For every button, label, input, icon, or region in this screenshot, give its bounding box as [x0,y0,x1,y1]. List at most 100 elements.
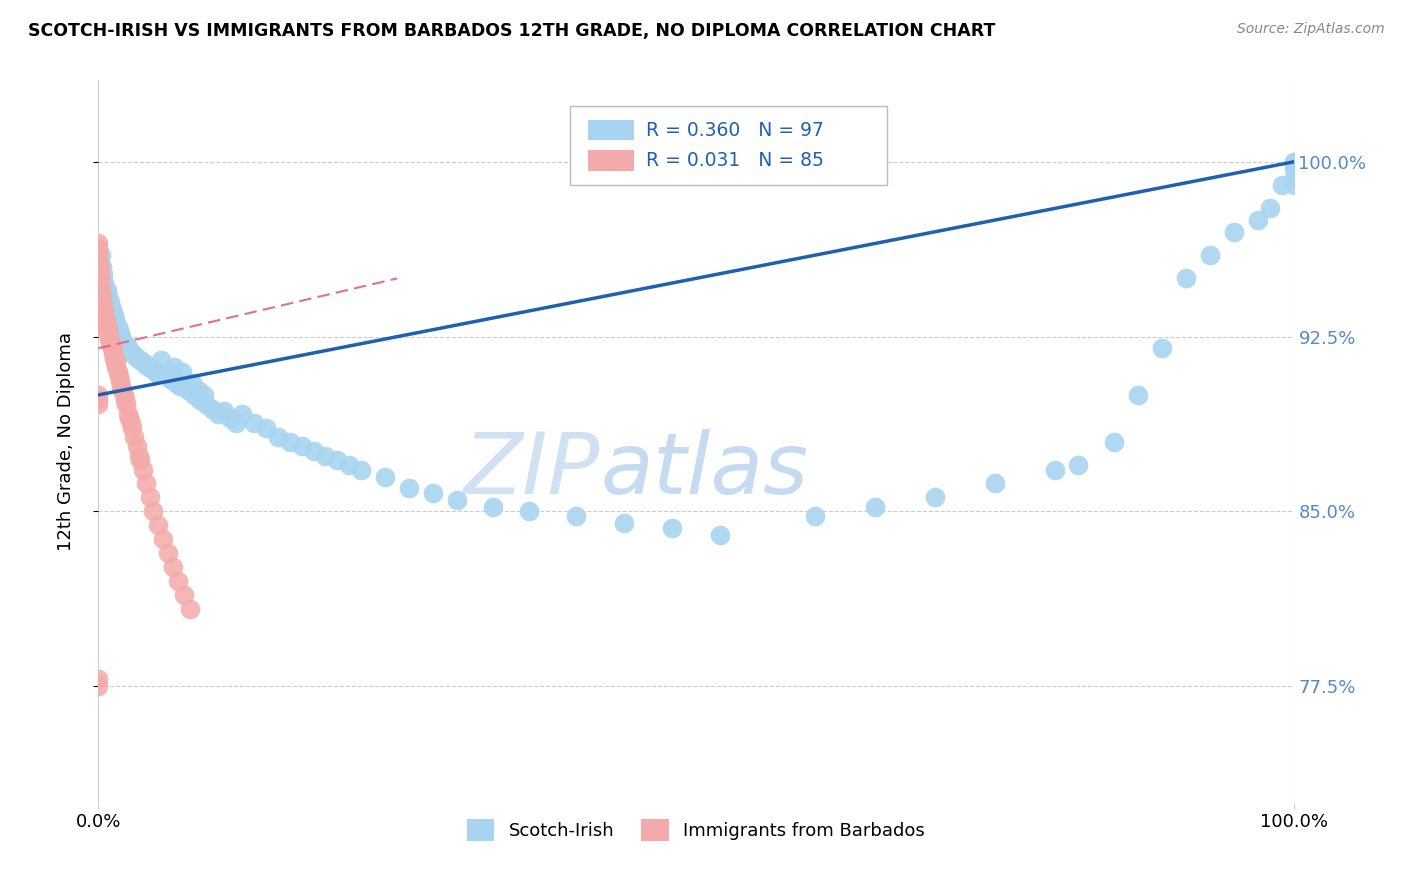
Point [1282,154,1305,169]
Point [174,381,197,395]
Point [90,290,112,304]
Point [924,491,946,505]
Point [87,271,110,285]
Y-axis label: 12th Grade, No Diploma: 12th Grade, No Diploma [56,332,75,551]
Text: ZIP: ZIP [464,429,600,512]
Point [117,341,139,355]
FancyBboxPatch shape [589,120,634,140]
Point [984,476,1007,491]
Point [118,411,141,425]
Point [159,371,181,385]
Point [225,416,247,430]
Point [98,332,121,346]
Point [96,318,118,332]
Point [97,327,120,342]
Point [350,462,373,476]
Point [87,241,110,255]
Point [87,285,110,300]
Point [125,351,148,365]
Point [1282,178,1305,193]
Point [98,294,122,309]
Point [339,458,361,472]
Point [103,309,125,323]
Point [91,294,114,309]
Point [93,276,115,290]
Point [98,299,121,313]
Point [107,320,129,334]
Point [135,358,157,372]
Point [145,365,167,379]
Point [97,290,120,304]
Point [167,574,190,589]
Point [100,341,122,355]
Point [118,343,141,358]
Point [148,367,170,381]
Point [149,353,172,368]
Text: R = 0.031   N = 85: R = 0.031 N = 85 [645,151,824,170]
Point [117,407,139,421]
Point [254,420,277,434]
Point [129,453,152,467]
Point [446,492,468,507]
Point [165,376,187,391]
Point [1152,341,1174,355]
Point [481,500,505,514]
Point [121,346,143,360]
Point [105,355,128,369]
Point [865,500,887,514]
Point [104,313,127,327]
Point [142,504,165,518]
Point [93,309,115,323]
Point [152,533,174,547]
Point [89,281,111,295]
Point [201,401,224,416]
Point [89,260,111,274]
Point [108,374,131,388]
Point [124,430,146,444]
Point [98,327,121,342]
Point [193,388,215,402]
Point [302,443,325,458]
Point [1282,161,1305,176]
Point [90,281,112,295]
Point [212,404,235,418]
Point [141,362,163,376]
Point [87,290,110,304]
Point [87,236,110,251]
Point [129,353,152,368]
Point [231,407,253,421]
Point [131,355,153,369]
Point [91,299,114,313]
Point [124,348,146,362]
Point [87,397,110,411]
Point [1223,225,1246,239]
Point [87,392,110,407]
Point [105,359,128,374]
Point [173,588,195,602]
Text: Source: ZipAtlas.com: Source: ZipAtlas.com [1237,22,1385,37]
Point [91,267,114,281]
Point [87,252,110,267]
Point [107,369,129,384]
Point [94,318,117,332]
Point [156,369,179,384]
Point [104,355,127,369]
Point [138,359,160,374]
Point [1247,213,1270,227]
Point [613,516,636,530]
Point [98,332,122,346]
Point [374,469,396,483]
Point [90,299,112,313]
Point [90,294,112,309]
Point [1282,154,1305,169]
Point [326,453,349,467]
Point [87,276,110,290]
Point [87,306,110,320]
Point [422,485,444,500]
FancyBboxPatch shape [589,151,634,170]
Point [135,476,157,491]
Point [131,462,153,476]
Point [96,283,118,297]
Point [315,449,337,463]
Point [94,313,117,327]
